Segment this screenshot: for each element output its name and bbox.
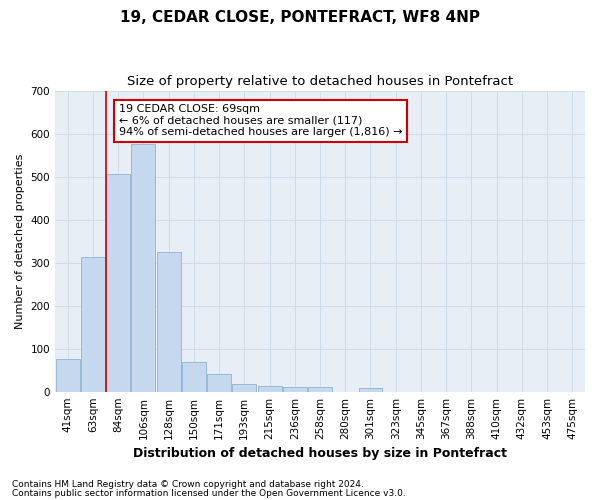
Bar bbox=[106, 174, 130, 392]
Bar bbox=[157, 252, 181, 392]
Bar bbox=[232, 384, 256, 392]
Bar bbox=[257, 386, 281, 392]
Text: Contains HM Land Registry data © Crown copyright and database right 2024.: Contains HM Land Registry data © Crown c… bbox=[12, 480, 364, 489]
Bar bbox=[359, 388, 382, 392]
Title: Size of property relative to detached houses in Pontefract: Size of property relative to detached ho… bbox=[127, 75, 513, 88]
Bar bbox=[131, 144, 155, 392]
X-axis label: Distribution of detached houses by size in Pontefract: Distribution of detached houses by size … bbox=[133, 447, 507, 460]
Bar bbox=[308, 387, 332, 392]
Text: 19 CEDAR CLOSE: 69sqm
← 6% of detached houses are smaller (117)
94% of semi-deta: 19 CEDAR CLOSE: 69sqm ← 6% of detached h… bbox=[119, 104, 402, 138]
Text: Contains public sector information licensed under the Open Government Licence v3: Contains public sector information licen… bbox=[12, 488, 406, 498]
Bar bbox=[182, 362, 206, 392]
Bar bbox=[56, 360, 80, 392]
Bar bbox=[283, 387, 307, 392]
Text: 19, CEDAR CLOSE, PONTEFRACT, WF8 4NP: 19, CEDAR CLOSE, PONTEFRACT, WF8 4NP bbox=[120, 10, 480, 25]
Y-axis label: Number of detached properties: Number of detached properties bbox=[15, 154, 25, 329]
Bar bbox=[207, 374, 231, 392]
Bar bbox=[81, 258, 105, 392]
